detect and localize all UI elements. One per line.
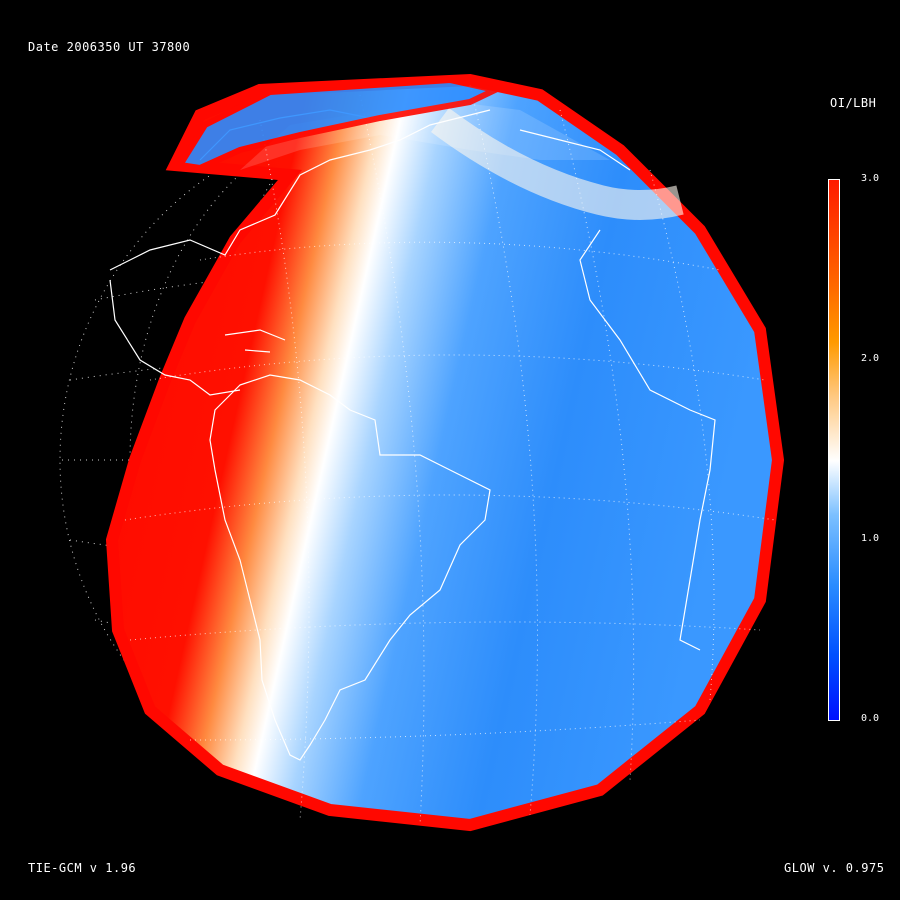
colorbar [828, 179, 840, 721]
caribbean-islands [224, 329, 286, 353]
graticule-day [124, 84, 776, 826]
south-america-coast [209, 374, 491, 761]
date-label: Date 2006350 UT 37800 [28, 40, 191, 54]
colorbar-tick-label: 1.0 [861, 533, 880, 544]
africa-coast [579, 229, 716, 651]
colorbar-tick-label: 0.0 [861, 713, 880, 724]
colorbar-title: OI/LBH [830, 96, 877, 110]
polar-sliver [175, 76, 505, 172]
model-version-left: TIE-GCM v 1.96 [28, 861, 137, 875]
dayglow-region [105, 73, 785, 832]
colorbar-tick-label: 3.0 [861, 173, 880, 184]
colorbar-tick-label: 2.0 [861, 353, 880, 364]
coastlines [109, 109, 716, 761]
north-america-coast [109, 109, 491, 271]
model-version-right: GLOW v. 0.975 [784, 861, 885, 875]
